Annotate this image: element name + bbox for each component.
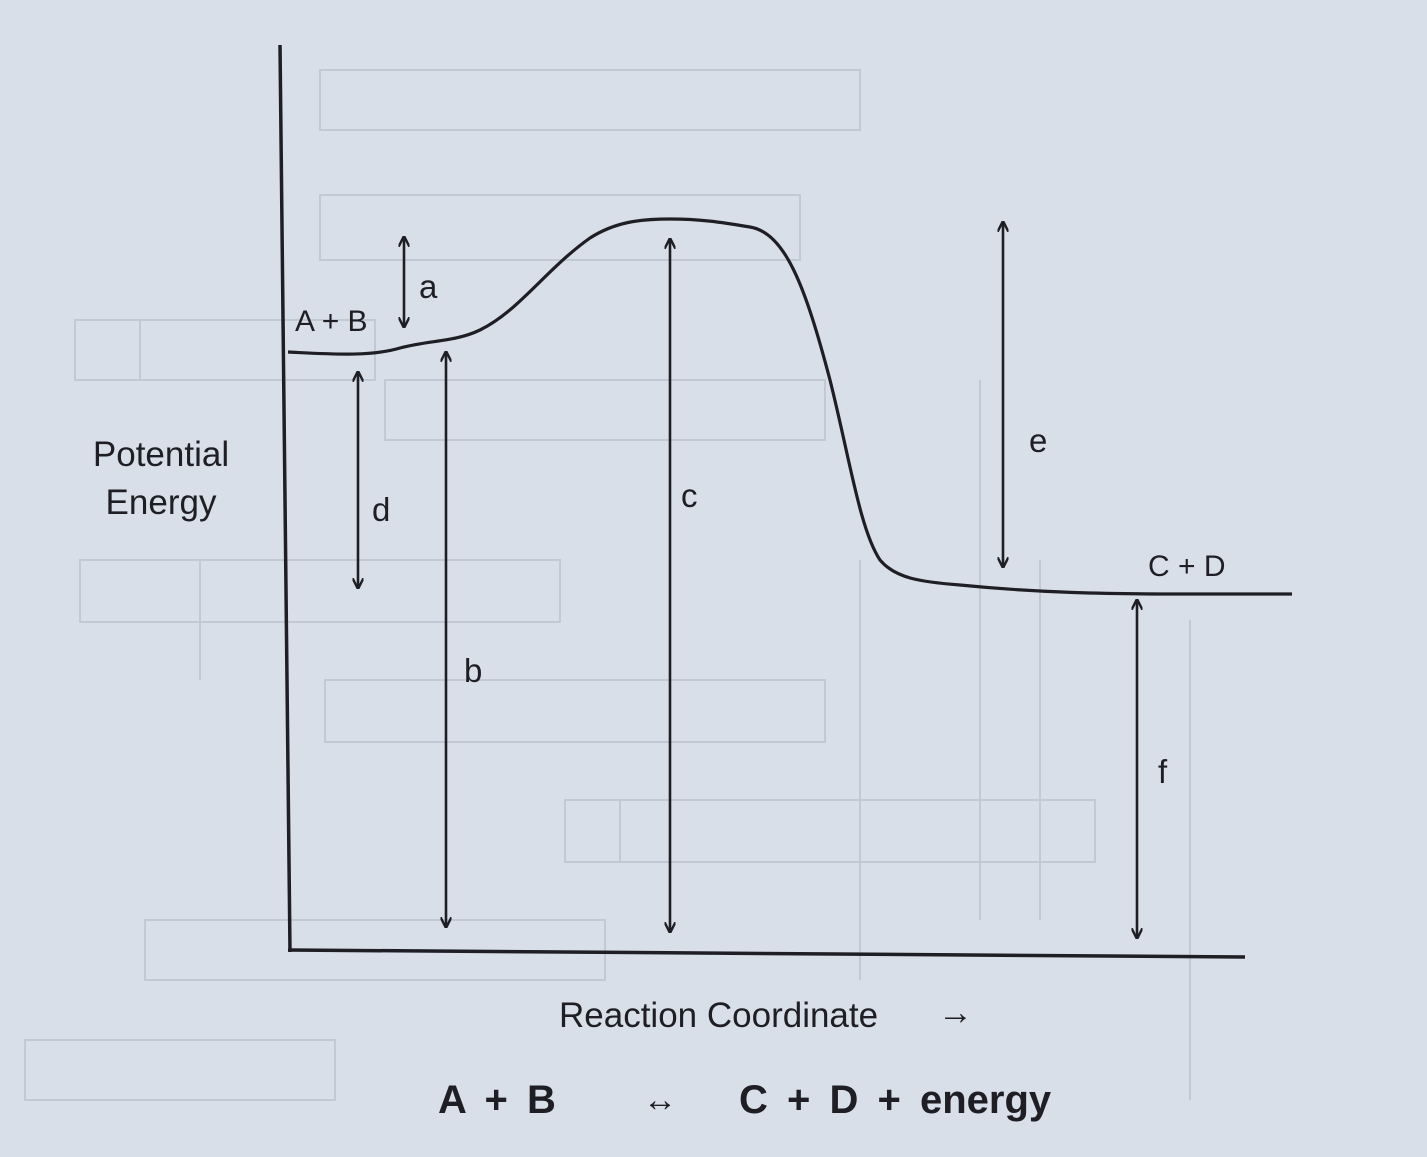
arrow-label-e: e xyxy=(1029,422,1047,459)
reactants-label: A + B xyxy=(295,305,368,338)
arrow-label-f: f xyxy=(1158,753,1168,790)
energy-curve xyxy=(287,217,1292,596)
equation-left: A + B xyxy=(438,1078,556,1122)
y-axis-label-line1: Potential xyxy=(93,435,229,474)
equation-right: C + D + energy xyxy=(739,1078,1052,1122)
x-axis xyxy=(287,948,1246,959)
paper-show-through xyxy=(24,69,1191,1101)
arrow-label-b: b xyxy=(464,652,482,689)
y-axis xyxy=(278,44,292,953)
y-axis-label-line2: Energy xyxy=(106,483,217,522)
arrow-label-c: c xyxy=(681,477,698,514)
arrow-label-a: a xyxy=(419,268,438,305)
x-axis-arrow-icon: → xyxy=(938,993,973,1032)
equation-symbol: ↔ xyxy=(643,1081,677,1119)
arrow-label-d: d xyxy=(372,491,390,528)
products-label: C + D xyxy=(1148,550,1226,583)
x-axis-label: Reaction Coordinate xyxy=(559,996,878,1035)
